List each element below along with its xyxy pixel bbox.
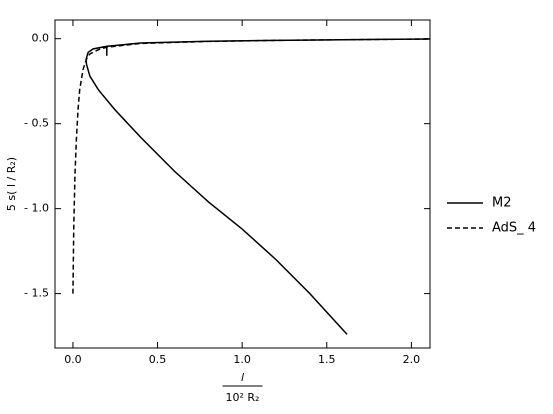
series-line bbox=[72, 38, 431, 294]
x-tick-label: 2.0 bbox=[403, 353, 421, 366]
x-tick-label: 0.5 bbox=[149, 353, 167, 366]
x-tick-label: 1.0 bbox=[233, 353, 251, 366]
legend-label: M2 bbox=[492, 196, 512, 211]
legend-label: AdS_ 4 bbox=[492, 221, 536, 236]
y-axis-label: 5 s( l / R₂) bbox=[5, 157, 18, 211]
x-axis-label: l bbox=[241, 371, 244, 384]
x-axis-label: 10² R₂ bbox=[226, 391, 260, 404]
series-line bbox=[85, 38, 431, 335]
y-tick-label: - 1.5 bbox=[24, 287, 49, 300]
y-tick-label: - 0.5 bbox=[24, 117, 49, 130]
plot-frame bbox=[54, 19, 431, 349]
x-tick-label: 0.0 bbox=[64, 353, 82, 366]
y-tick-label: - 1.0 bbox=[24, 202, 49, 215]
y-tick-label: 0.0 bbox=[32, 32, 50, 45]
x-tick-label: 1.5 bbox=[318, 353, 336, 366]
